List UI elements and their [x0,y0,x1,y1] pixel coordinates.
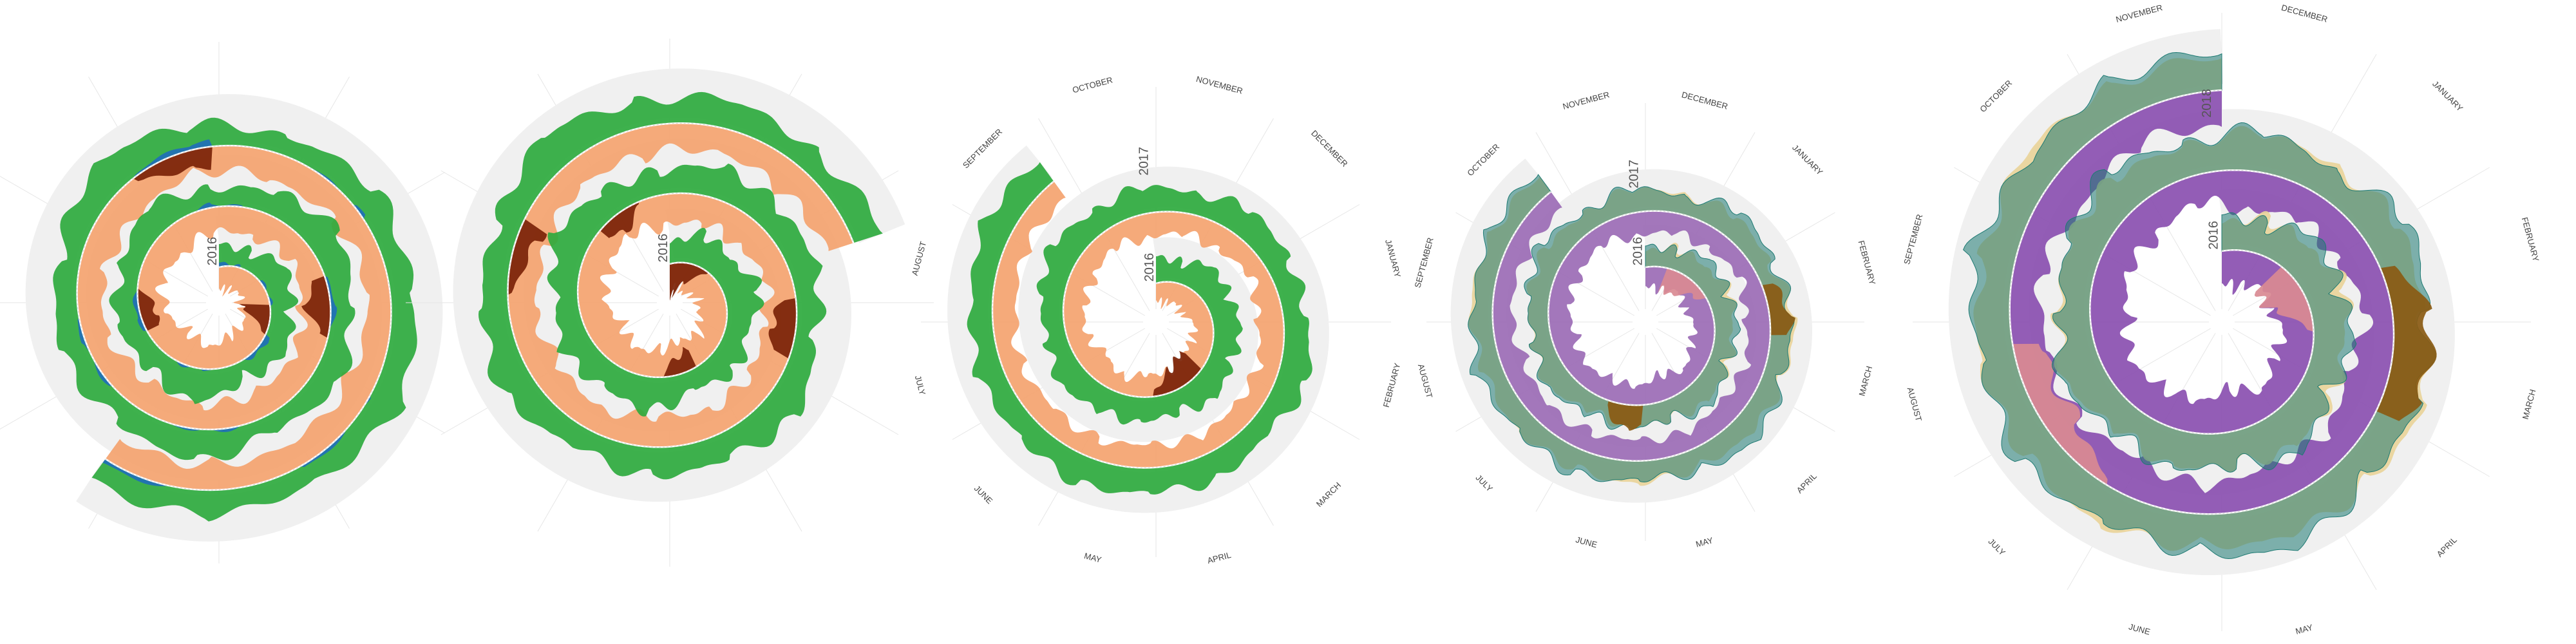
series-area-3 [53,117,417,522]
spiral-baseline-dashed [507,122,854,448]
series-area-1 [77,146,392,491]
month-label: NOVEMBER [1562,90,1611,111]
month-label: DECEMBER [1309,128,1350,169]
month-label: JANUARY [1383,238,1403,279]
year-label: 2017 [1627,160,1641,189]
month-label: DECEMBER [2280,3,2329,24]
year-label: 2017 [1137,147,1151,175]
month-label: SEPTEMBER [961,127,1004,170]
year-label: 2016 [656,234,670,263]
spiral-baseline-dashed [77,145,392,491]
month-label: APRIL [2435,535,2459,559]
spiral-baseline-dashed [992,181,1285,468]
spiral-chart-2: 2016 [406,39,934,567]
month-label: MAY [1083,551,1103,565]
month-label: MARCH [2521,388,2538,421]
month-label: JUNE [2128,621,2152,636]
series-area-1 [992,181,1284,468]
month-label: JUNE [1575,535,1598,549]
series-area-2 [77,146,392,491]
month-label: NOVEMBER [1195,74,1244,96]
month-label: SEPTEMBER [1902,213,1924,265]
month-label: OCTOBER [1072,75,1114,95]
spiral-chart-5: DECEMBER JANUARY FEBRUARY MARCH APRIL MAY JUNE… [1902,3,2541,637]
month-label: FEBRUARY [1381,362,1403,408]
spiral-baseline-dashed [1492,191,1771,462]
spiral-chart-1: 2016 [0,42,480,564]
series-area-3 [478,91,883,480]
month-label: JULY [1987,536,2008,558]
year-label: 2016 [1631,237,1645,266]
spiral-chart-3: NOVEMBER DECEMBER JANUARY FEBRUARY MARCH APRI… [910,74,1403,565]
month-label: JANUARY [2430,79,2465,114]
spiral-chart-4: DECEMBER JANUARY FEBRUARY MARCH APRIL MAY JUNE… [1412,90,1877,549]
month-label: MARCH [1314,480,1343,509]
month-label: MAY [2295,622,2314,636]
month-label: JULY [1474,473,1495,494]
month-label: AUGUST [1416,363,1435,399]
month-label: JANUARY [1790,143,1825,178]
month-label: MARCH [1857,365,1874,397]
month-label: OCTOBER [1978,78,2014,114]
year-label: 2016 [2206,221,2221,250]
month-label: JULY [913,374,928,396]
month-label: FEBRUARY [2520,216,2541,263]
year-label: 2018 [2200,89,2214,118]
year-label: 2016 [1142,253,1157,282]
series-area-1 [2009,90,2394,515]
month-label: AUGUST [1906,386,1924,422]
month-label: MAY [1695,535,1714,549]
month-label: AUGUST [910,240,929,276]
month-label: OCTOBER [1465,142,1501,178]
month-label: DECEMBER [1681,90,1729,111]
spiral-baseline-dashed [2009,90,2394,515]
year-label: 2016 [205,237,220,266]
series-area-1 [507,123,854,448]
month-label: APRIL [1206,550,1232,565]
month-label: SEPTEMBER [1412,236,1435,289]
month-label: JUNE [972,484,995,506]
month-label: FEBRUARY [1857,240,1878,286]
month-label: APRIL [1795,471,1819,495]
month-label: NOVEMBER [2115,3,2164,24]
